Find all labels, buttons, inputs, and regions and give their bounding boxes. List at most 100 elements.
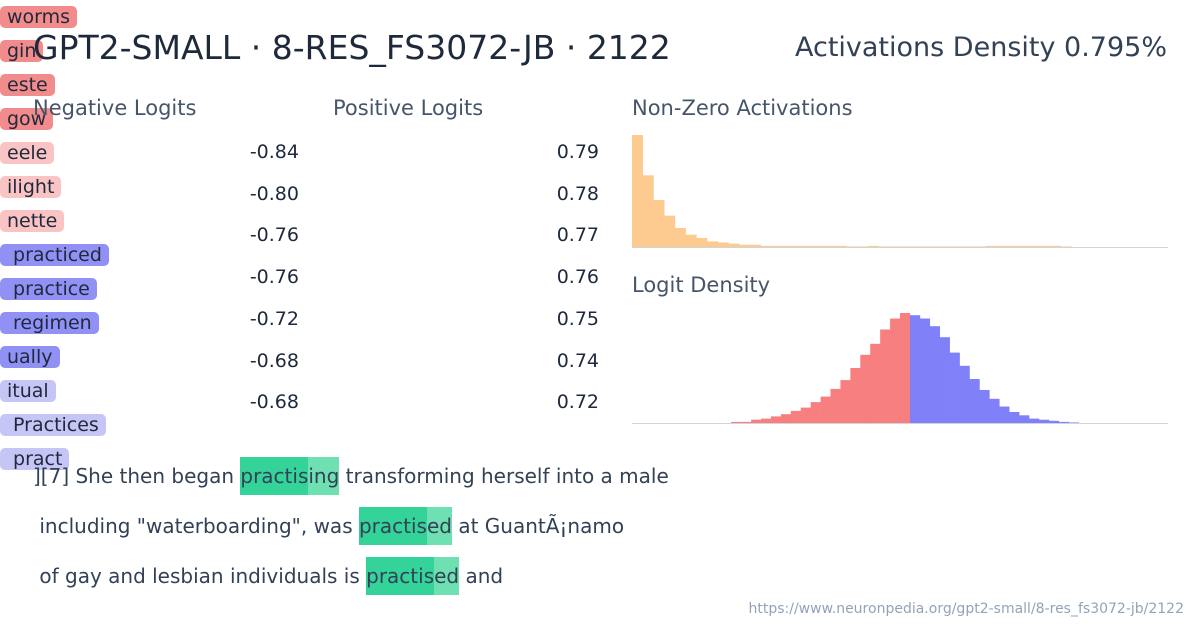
histogram-bar: [685, 234, 697, 247]
logit-value: 0.77: [556, 224, 599, 247]
logit-value: 0.74: [556, 349, 599, 372]
highlighted-token: practis: [358, 507, 427, 545]
density-bar: [1058, 421, 1070, 423]
density-bar: [770, 416, 782, 423]
density-bar: [979, 390, 990, 423]
histogram-bar: [889, 246, 901, 247]
density-bar: [751, 419, 762, 423]
density-bar: [741, 421, 752, 423]
token-chip: gin: [0, 40, 44, 62]
activation-histogram: [632, 135, 1168, 248]
logit-row: gow: [0, 102, 1200, 136]
logit-row: practiced: [0, 238, 1200, 272]
density-bar: [880, 329, 891, 423]
logit-value: -0.72: [249, 307, 299, 330]
density-bar: [790, 410, 802, 423]
url: https://www.neuronpedia.org/gpt2-small/8…: [748, 601, 1185, 617]
highlighted-token: ed: [434, 557, 460, 595]
token-chip: este: [0, 74, 55, 96]
token-chip: pract: [0, 448, 70, 470]
histogram-bar: [1039, 245, 1051, 247]
logit-row: practice: [0, 272, 1200, 306]
density-bar: [800, 407, 811, 423]
histogram-bar: [1050, 245, 1062, 247]
density-bar: [1009, 412, 1020, 423]
text-segment: ][7] She then began: [33, 464, 241, 488]
histogram-bar: [1060, 246, 1072, 247]
histogram-bar: [664, 215, 676, 247]
histogram-bar: [932, 246, 944, 247]
example-line: including "waterboarding", was practised…: [33, 507, 624, 545]
token-chip: Practices: [0, 414, 106, 436]
histogram-bar: [910, 246, 922, 247]
density-bar: [919, 318, 931, 423]
logit-value: -0.68: [249, 391, 299, 414]
density-bar: [850, 368, 861, 423]
text-segment: and: [459, 564, 504, 588]
heading: Positive Logits: [333, 96, 484, 120]
density-bar: [939, 337, 950, 423]
density-bar: [780, 414, 792, 423]
density-bar: [870, 343, 881, 423]
histogram-bar: [996, 245, 1008, 247]
histogram-bar: [878, 246, 890, 247]
example-line: of gay and lesbian individuals is practi…: [33, 557, 503, 595]
histogram-bar: [953, 246, 965, 247]
activations-density: Activations Density 0.795%: [794, 32, 1167, 63]
token-chip: ually: [0, 346, 60, 368]
histogram-bar: [867, 245, 879, 247]
histogram-bar: [728, 243, 740, 247]
density-bar: [761, 418, 772, 423]
histogram-bar: [824, 245, 836, 247]
histogram-bar: [985, 245, 997, 247]
histogram-bar: [942, 246, 954, 247]
token-chip: worms: [0, 6, 78, 28]
histogram-bar: [674, 227, 686, 247]
density-bar: [1048, 420, 1060, 423]
logit-value: -0.76: [249, 224, 299, 247]
histogram-bar: [1028, 245, 1040, 247]
logit-row: este: [0, 68, 1200, 102]
density-bar: [1019, 415, 1030, 423]
logit-row: pract: [0, 442, 1200, 476]
heading: Logit Density: [632, 273, 771, 297]
density-bar: [969, 379, 980, 423]
histogram-bar: [975, 246, 987, 247]
histogram-bar: [857, 246, 869, 247]
text-segment: transforming herself into a male: [339, 464, 669, 488]
density-bar: [909, 315, 921, 423]
density-bar: [1029, 418, 1040, 423]
density-bar: [820, 396, 831, 423]
logit-value: -0.68: [249, 349, 299, 372]
token-chip: practice: [0, 278, 97, 300]
logit-row: worms: [0, 0, 1200, 34]
logit-value: 0.76: [556, 266, 599, 289]
density-bar: [1068, 422, 1079, 423]
density-bar: [900, 313, 911, 423]
density-bar: [860, 354, 871, 423]
density-bar: [929, 326, 941, 423]
example-line: ][7] She then began practising transform…: [33, 457, 669, 495]
density-bar: [840, 380, 851, 423]
histogram-bar: [792, 245, 804, 247]
logit-density-histogram: [632, 313, 1168, 424]
histogram-bar: [782, 245, 794, 247]
highlighted-token: practis: [366, 557, 435, 595]
histogram-bar: [1017, 245, 1029, 247]
density-bar: [949, 352, 960, 423]
density-bar: [890, 318, 901, 423]
logit-value: 0.72: [556, 391, 599, 414]
histogram-bar: [835, 245, 847, 247]
logit-row: regimen: [0, 306, 1200, 340]
text-segment: including "waterboarding", was: [33, 514, 359, 538]
density-bar: [959, 365, 970, 423]
text-segment: of gay and lesbian individuals is: [33, 564, 367, 588]
logit-row: gin: [0, 34, 1200, 68]
heading: Non-Zero Activations: [632, 96, 853, 120]
density-bar: [999, 406, 1010, 423]
histogram-bar: [717, 242, 729, 247]
token-chip: practiced: [0, 244, 109, 266]
histogram-bar: [900, 246, 912, 247]
token-chip: gow: [0, 108, 54, 130]
text-segment: at GuantÃ¡namo: [451, 514, 625, 538]
